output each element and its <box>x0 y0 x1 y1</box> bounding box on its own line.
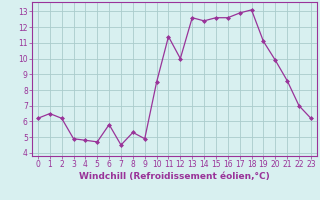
X-axis label: Windchill (Refroidissement éolien,°C): Windchill (Refroidissement éolien,°C) <box>79 172 270 181</box>
